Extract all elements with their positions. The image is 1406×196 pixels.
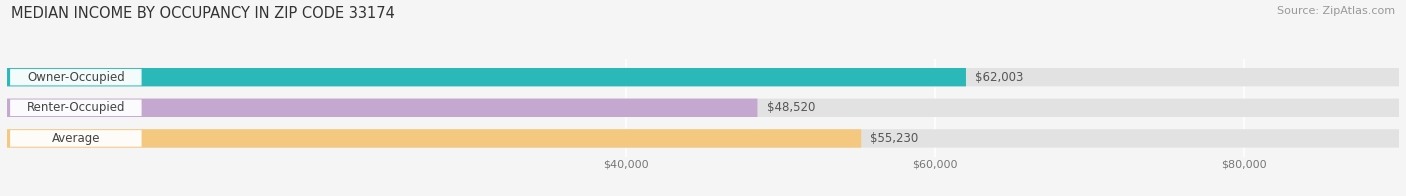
- FancyBboxPatch shape: [7, 129, 862, 148]
- Text: $62,003: $62,003: [976, 71, 1024, 84]
- Text: $48,520: $48,520: [766, 101, 815, 114]
- Text: Renter-Occupied: Renter-Occupied: [27, 101, 125, 114]
- FancyBboxPatch shape: [7, 99, 1399, 117]
- FancyBboxPatch shape: [7, 68, 1399, 86]
- Text: Average: Average: [52, 132, 100, 145]
- FancyBboxPatch shape: [10, 100, 142, 116]
- FancyBboxPatch shape: [7, 68, 966, 86]
- FancyBboxPatch shape: [10, 69, 142, 85]
- Text: Source: ZipAtlas.com: Source: ZipAtlas.com: [1277, 6, 1395, 16]
- Text: MEDIAN INCOME BY OCCUPANCY IN ZIP CODE 33174: MEDIAN INCOME BY OCCUPANCY IN ZIP CODE 3…: [11, 6, 395, 21]
- FancyBboxPatch shape: [7, 129, 1399, 148]
- Text: Owner-Occupied: Owner-Occupied: [27, 71, 125, 84]
- Text: $55,230: $55,230: [870, 132, 918, 145]
- FancyBboxPatch shape: [7, 99, 758, 117]
- FancyBboxPatch shape: [10, 130, 142, 147]
